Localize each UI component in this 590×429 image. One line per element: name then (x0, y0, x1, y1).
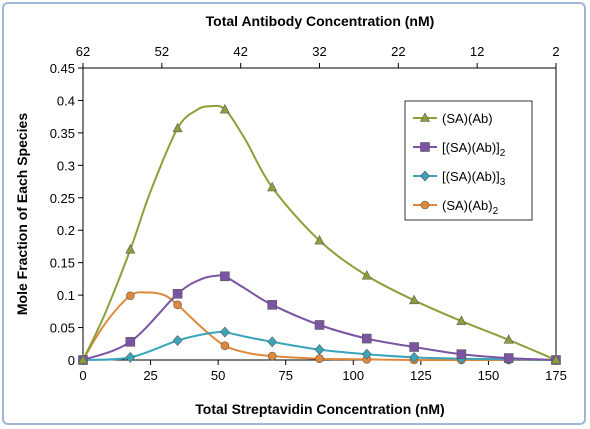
x2-tick-label: 2 (552, 44, 559, 59)
legend-marker (420, 200, 430, 210)
x-tick-label: 75 (278, 368, 292, 383)
data-point (267, 181, 278, 192)
y-tick-label: 0 (68, 353, 75, 368)
data-point (172, 122, 183, 133)
x2-tick-label: 12 (470, 44, 484, 59)
x-tick-label: 125 (410, 368, 432, 383)
data-point (409, 342, 419, 352)
data-point (267, 336, 278, 348)
y-tick-label: 0.3 (57, 158, 75, 173)
data-point (551, 354, 561, 364)
x2-axis: 62 52 42 32 22 12 2 (76, 44, 560, 68)
data-point (409, 351, 420, 363)
y-axis-title: Mole Fraction of Each Species (14, 113, 30, 315)
data-point (267, 300, 278, 310)
legend-label: [(SA)(Ab)]3 (442, 169, 506, 188)
legend: (SA)(Ab) [(SA)(Ab)]2 [(SA)(Ab)]3 (SA)(Ab)2 (404, 100, 533, 221)
data-point (125, 244, 136, 254)
data-point (267, 351, 277, 361)
x-tick-label: 100 (342, 368, 364, 383)
y-tick-label: 0.45 (50, 61, 75, 76)
data-point (125, 337, 136, 347)
data-point (409, 294, 420, 305)
x-axis-title: Total Streptavidin Concentration (nM) (195, 401, 444, 417)
y-tick-label: 0.25 (50, 191, 75, 206)
series-markers (78, 103, 561, 366)
data-point (314, 234, 325, 245)
data-point (314, 344, 325, 356)
data-point (220, 271, 230, 282)
data-point (361, 333, 372, 344)
x-tick-label: 25 (143, 368, 157, 383)
data-point (456, 349, 467, 359)
data-point (173, 300, 182, 310)
data-point (456, 315, 467, 325)
x-tick-label: 50 (211, 368, 225, 383)
data-point (361, 348, 372, 360)
data-point (172, 289, 183, 299)
y-tick-label: 0.05 (50, 321, 75, 336)
x2-tick-label: 52 (155, 44, 169, 59)
y-tick-label: 0.2 (57, 223, 75, 238)
x2-axis-title: Total Antibody Concentration (nM) (206, 13, 435, 29)
x-axis: 0 25 50 75 100 125 150 175 (79, 360, 567, 383)
y-tick-label: 0.1 (57, 288, 75, 303)
x-tick-label: 175 (545, 368, 567, 383)
y-tick-label: 0.4 (57, 93, 75, 108)
data-point (361, 270, 372, 280)
x2-tick-label: 22 (391, 44, 405, 59)
legend-label: (SA)(Ab) (442, 111, 493, 126)
data-point (503, 334, 514, 344)
data-point (315, 354, 324, 364)
legend-marker (420, 142, 430, 152)
x2-tick-label: 42 (233, 44, 247, 59)
x-tick-label: 0 (79, 368, 86, 383)
data-point (126, 291, 135, 301)
series-line (82, 104, 557, 361)
legend-marker (420, 170, 430, 182)
data-point (219, 103, 230, 114)
series-line (82, 291, 556, 362)
x2-tick-label: 62 (76, 44, 90, 59)
data-point (220, 341, 230, 351)
x-tick-label: 150 (478, 368, 500, 383)
y-axis: 0 0.05 0.1 0.15 0.2 0.25 0.3 0.35 0.4 0.45 (50, 61, 83, 368)
data-point (78, 354, 88, 364)
data-point (314, 320, 325, 330)
data-point (503, 353, 514, 363)
data-point (172, 335, 183, 346)
y-tick-label: 0.15 (50, 256, 75, 271)
legend-label: (SA)(Ab)2 (442, 198, 499, 217)
y-tick-label: 0.35 (50, 126, 75, 141)
legend-marker (420, 112, 430, 122)
legend-label: [(SA)(Ab)]2 (442, 140, 506, 159)
x2-tick-label: 32 (312, 44, 326, 59)
data-point (219, 326, 230, 338)
data-point (125, 351, 136, 363)
